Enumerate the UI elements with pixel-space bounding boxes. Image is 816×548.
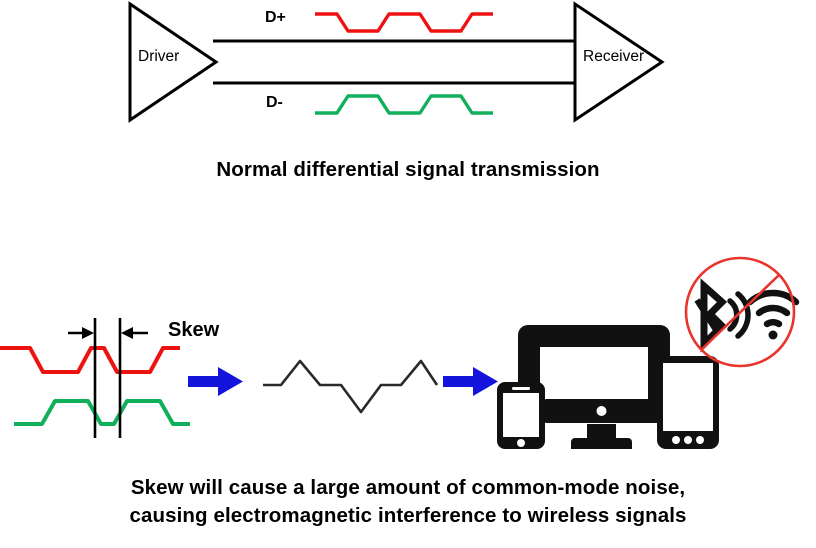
bottom-caption-line1: Skew will cause a large amount of common… — [130, 476, 686, 499]
skew-waveform-group — [0, 318, 190, 438]
device-cluster — [497, 325, 719, 449]
skew-measure-arrow-left — [68, 327, 94, 339]
dminus-label: D- — [266, 94, 283, 111]
driver-triangle — [128, 1, 219, 123]
top-transmission-diagram — [128, 1, 665, 123]
bluetooth-icon — [694, 278, 728, 353]
prohibit-slash — [700, 274, 780, 351]
driver-label: Driver — [138, 48, 180, 65]
prohibit-circle — [684, 256, 796, 368]
skew-measure-arrow-right — [121, 327, 148, 339]
receiver-triangle — [573, 1, 665, 123]
smartphone-icon — [497, 382, 545, 449]
dplus-waveform — [315, 12, 493, 33]
dminus-waveform — [315, 94, 493, 115]
common-mode-noise-waveform — [263, 359, 439, 414]
desktop-monitor-icon — [518, 325, 670, 449]
top-caption: Normal differential signal transmission — [216, 158, 600, 181]
arrow-to-noise — [188, 367, 243, 396]
receiver-label: Receiver — [583, 48, 645, 65]
no-wireless-badge — [684, 256, 800, 368]
skew-dplus-waveform — [0, 346, 180, 374]
bottom-caption-line2: causing electromagnetic interference to … — [129, 504, 687, 527]
tablet-icon — [657, 356, 719, 449]
arrow-to-devices — [443, 367, 498, 396]
dplus-label: D+ — [265, 9, 286, 26]
skew-dminus-waveform — [14, 399, 190, 426]
skew-label: Skew — [168, 319, 220, 341]
bottom-caption: Skew will cause a large amount of common… — [0, 474, 816, 530]
